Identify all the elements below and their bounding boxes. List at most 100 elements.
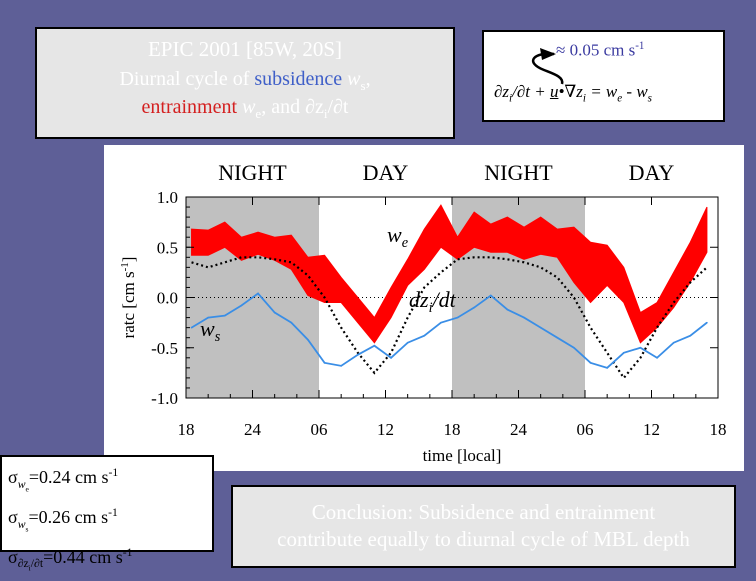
period-label-1: DAY	[363, 160, 409, 185]
title-line-2-prefix: Diurnal cycle of	[119, 68, 255, 90]
sigma-dzdt-value: =0.44 cm s	[43, 546, 123, 567]
ws-point-3	[240, 304, 243, 307]
eq-part-1: ∂z	[494, 82, 510, 101]
y-tick-label-0: 1.0	[157, 188, 178, 207]
ws-point-13	[406, 341, 409, 344]
sigma-ws: σws=0.26 cm s-1	[8, 501, 212, 541]
sigma-ws-sup: -1	[108, 505, 118, 519]
ws-point-6	[290, 321, 293, 324]
ws-point-19	[506, 308, 509, 311]
title-zi-sub: i	[323, 106, 328, 121]
x-axis-label: time [local]	[423, 446, 502, 465]
x-tick-label-5: 24	[510, 420, 528, 439]
ws-point-24	[589, 362, 592, 364]
period-label-0: NIGHT	[218, 160, 287, 185]
eq-sub-2: i	[582, 92, 586, 105]
x-tick-label-3: 12	[377, 420, 394, 439]
x-tick-label-4: 18	[444, 420, 461, 439]
ws-point-9	[340, 365, 342, 367]
title-subsidence-word: subsidence	[254, 68, 343, 90]
title-we-letter: w	[237, 96, 256, 118]
ws-point-28	[656, 357, 658, 359]
advection-arrow	[531, 48, 564, 85]
ws-point-31	[706, 321, 708, 324]
ws-point-26	[622, 351, 625, 354]
ws-point-20	[523, 316, 525, 319]
ws-point-4	[257, 292, 259, 295]
ws-point-14	[423, 334, 426, 337]
sigma-we-symbol: σ	[8, 467, 18, 487]
sigma-ws-value: =0.26 cm s	[28, 506, 109, 527]
x-tick-label-7: 12	[643, 420, 660, 439]
period-label-2: NIGHT	[484, 160, 553, 185]
y-tick-label-1: 0.5	[157, 238, 178, 257]
sigma-we: σwe=0.24 cm s-1	[8, 461, 212, 501]
eq-u: u	[549, 82, 559, 101]
title-we-symbol: we	[237, 96, 262, 121]
eq-part-5: - w	[622, 82, 648, 101]
eq-sub-3: e	[617, 92, 623, 105]
eq-sub-4: s	[647, 92, 652, 105]
sigma-dzdt: σ∂zi/∂t=0.44 cm s-1	[8, 541, 212, 581]
conclusion-line-1: Conclusion: Subsidence and entrainment	[311, 500, 656, 524]
sigma-ws-symbol: σ	[8, 506, 18, 527]
title-box: EPIC 2001 [85W, 20S] Diurnal cycle of su…	[35, 27, 455, 139]
title-line-2: Diurnal cycle of subsidence ws,	[37, 68, 453, 94]
sigma-we-sup: -1	[108, 466, 119, 479]
ws-point-21	[539, 326, 542, 329]
y-axis-label: ratc [cm s-1]	[119, 257, 138, 339]
title-line-2-end: ,	[365, 68, 371, 90]
budget-equation: ∂zi/∂t + u•∇zi = we - ws	[494, 82, 652, 104]
title-line-3-end: , and ∂z	[261, 96, 324, 118]
diurnal-chart: 1.00.50.0-0.5-1.018 24 06 12 18 24 06 12 18NIGHT…	[119, 160, 727, 465]
ws-point-8	[323, 362, 326, 364]
sigma-dzdt-sub-end: /∂t	[30, 557, 44, 571]
conclusion-line-2: contribute equally to diurnal cycle of M…	[277, 527, 690, 551]
title-line-1: EPIC 2001 [85W, 20S]	[147, 37, 343, 61]
x-tick-label-1: 24	[244, 420, 262, 439]
ws-point-29	[672, 341, 675, 344]
x-tick-label-6: 06	[577, 420, 594, 439]
ws-point-10	[356, 353, 359, 356]
approx-value: ≈ 0.05 cm s-1	[556, 40, 644, 61]
ws-point-22	[556, 336, 559, 339]
sigma-dzdt-symbol: σ	[8, 546, 18, 567]
ws-point-25	[606, 367, 608, 369]
y-tick-label-4: -1.0	[151, 389, 178, 408]
x-tick-label-8: 18	[710, 420, 727, 439]
approx-text: ≈ 0.05 cm s	[556, 40, 636, 60]
ws-point-2	[223, 314, 226, 317]
ws-point-0	[190, 326, 193, 329]
title-ws-letter: w	[342, 68, 361, 90]
ws-point-1	[207, 316, 209, 319]
title-we-sub: e	[255, 106, 262, 121]
sigma-we-sub: w	[17, 477, 26, 491]
ws-point-18	[489, 294, 492, 297]
title-ws-symbol: ws	[342, 68, 366, 93]
sigma-we-value: =0.24 cm s	[28, 467, 109, 487]
title-line-3: entrainment we, and ∂zi/∂t	[37, 96, 453, 122]
eq-sub-1: i	[509, 92, 513, 105]
ws-point-5	[273, 311, 276, 314]
ws-point-27	[639, 346, 642, 349]
eq-part-2: /∂t +	[512, 82, 550, 101]
ws-point-17	[473, 306, 475, 309]
sigma-we-subsub: e	[25, 483, 29, 493]
sigma-dzdt-sub: ∂z	[17, 557, 29, 571]
sigma-ws-subsub: s	[25, 523, 29, 533]
period-label-3: DAY	[629, 160, 675, 185]
series-ws-line	[191, 292, 708, 369]
approx-sup: -1	[635, 40, 645, 52]
annotation-we: we	[387, 222, 409, 251]
y-tick-label-2: 0.0	[157, 289, 178, 308]
ws-point-23	[573, 346, 575, 349]
series-we-band	[191, 204, 708, 344]
ws-point-11	[373, 344, 376, 347]
annotation-ws: ws	[200, 316, 221, 345]
annotation-dzdt: dzi/dt	[409, 287, 457, 316]
title-line-3-tail: /∂t	[327, 96, 349, 118]
title-ws-sub: s	[360, 78, 366, 93]
ws-point-30	[689, 334, 692, 337]
ws-point-15	[440, 321, 442, 324]
sigma-box: σwe=0.24 cm s-1 σws=0.26 cm s-1 σ∂zi/∂t=…	[0, 455, 214, 573]
